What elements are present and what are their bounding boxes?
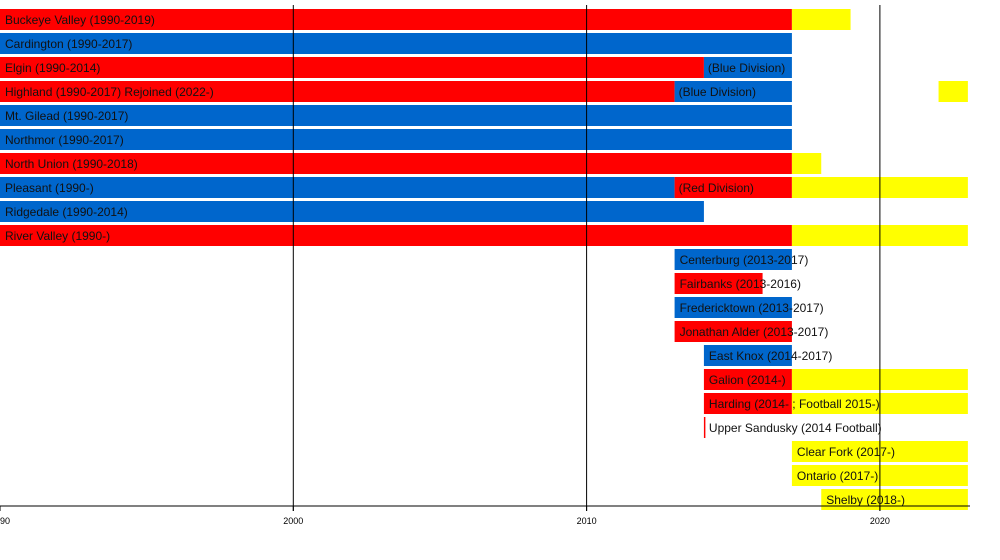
bar-segment-blue (703, 57, 792, 78)
timeline-row (0, 177, 968, 198)
timeline-row (674, 249, 792, 270)
bar-segment-blue (674, 249, 792, 270)
row-label: Cardington (1990-2017) (5, 37, 132, 51)
bar-segment-red (0, 225, 792, 246)
bar-segment-yellow (791, 153, 822, 174)
bar-segment-blue (674, 297, 792, 318)
timeline-row (674, 273, 763, 294)
segment-label: (Red Division) (679, 181, 754, 195)
bar-segment-blue (0, 129, 792, 150)
bar-segment-red (703, 417, 706, 438)
bar-segment-yellow (821, 489, 968, 510)
row-label: Ontario (2017-) (797, 469, 878, 483)
row-label: Shelby (2018-) (826, 493, 905, 507)
bar-segment-red (674, 273, 763, 294)
row-label: Pleasant (1990-) (5, 181, 94, 195)
bar-segment-yellow (791, 9, 851, 30)
timeline-row (821, 489, 968, 510)
row-label: Harding (2014- ; Football 2015-) (709, 397, 880, 411)
segment-label: (Blue Division) (708, 61, 785, 75)
row-label: Upper Sandusky (2014 Football) (709, 421, 882, 435)
row-label: Ridgedale (1990-2014) (5, 205, 128, 219)
bar-segment-red (674, 177, 792, 198)
row-label: Northmor (1990-2017) (5, 133, 124, 147)
timeline-row (674, 297, 792, 318)
timeline-row (674, 321, 792, 342)
x-tick-label: 1990 (0, 516, 10, 526)
timeline-row (703, 417, 706, 438)
row-label: Galion (2014-) (709, 373, 786, 387)
timeline-row (0, 153, 822, 174)
timeline-row (0, 9, 851, 30)
row-label: Fairbanks (2013-2016) (680, 277, 801, 291)
timeline-row (0, 201, 704, 222)
timeline-row (0, 33, 792, 54)
bar-segment-blue (0, 33, 792, 54)
timeline-row (0, 225, 968, 246)
bar-segment-yellow (938, 81, 968, 102)
row-label: Clear Fork (2017-) (797, 445, 895, 459)
row-label: Elgin (1990-2014) (5, 61, 100, 75)
bar-segment-red (0, 57, 704, 78)
row-label: Mt. Gilead (1990-2017) (5, 109, 128, 123)
row-label: East Knox (2014-2017) (709, 349, 832, 363)
row-label: Buckeye Valley (1990-2019) (5, 13, 155, 27)
row-label: River Valley (1990-) (5, 229, 110, 243)
timeline-row (0, 81, 968, 102)
timeline-row (0, 57, 792, 78)
timeline-row (0, 129, 792, 150)
x-tick-label: 2020 (870, 516, 890, 526)
row-label: North Union (1990-2018) (5, 157, 138, 171)
bar-segment-blue (0, 177, 675, 198)
segment-label: (Blue Division) (679, 85, 756, 99)
bar-segment-blue (0, 105, 792, 126)
bar-segment-red (0, 153, 792, 174)
bar-segment-red (674, 321, 792, 342)
bar-segment-red (0, 9, 792, 30)
timeline-row (0, 105, 792, 126)
bar-segment-red (703, 393, 792, 414)
bar-segment-red (0, 81, 675, 102)
bar-segment-red (703, 369, 792, 390)
x-tick-label: 2000 (283, 516, 303, 526)
timeline-row (703, 345, 792, 366)
row-label: Highland (1990-2017) Rejoined (2022-) (5, 85, 214, 99)
bar-segment-blue (0, 201, 704, 222)
row-label: Jonathan Alder (2013-2017) (680, 325, 829, 339)
row-label: Fredericktown (2013-2017) (680, 301, 824, 315)
bar-segment-blue (674, 81, 792, 102)
x-tick-label: 2010 (577, 516, 597, 526)
bar-segment-blue (703, 345, 792, 366)
row-label: Centerburg (2013-2017) (680, 253, 809, 267)
